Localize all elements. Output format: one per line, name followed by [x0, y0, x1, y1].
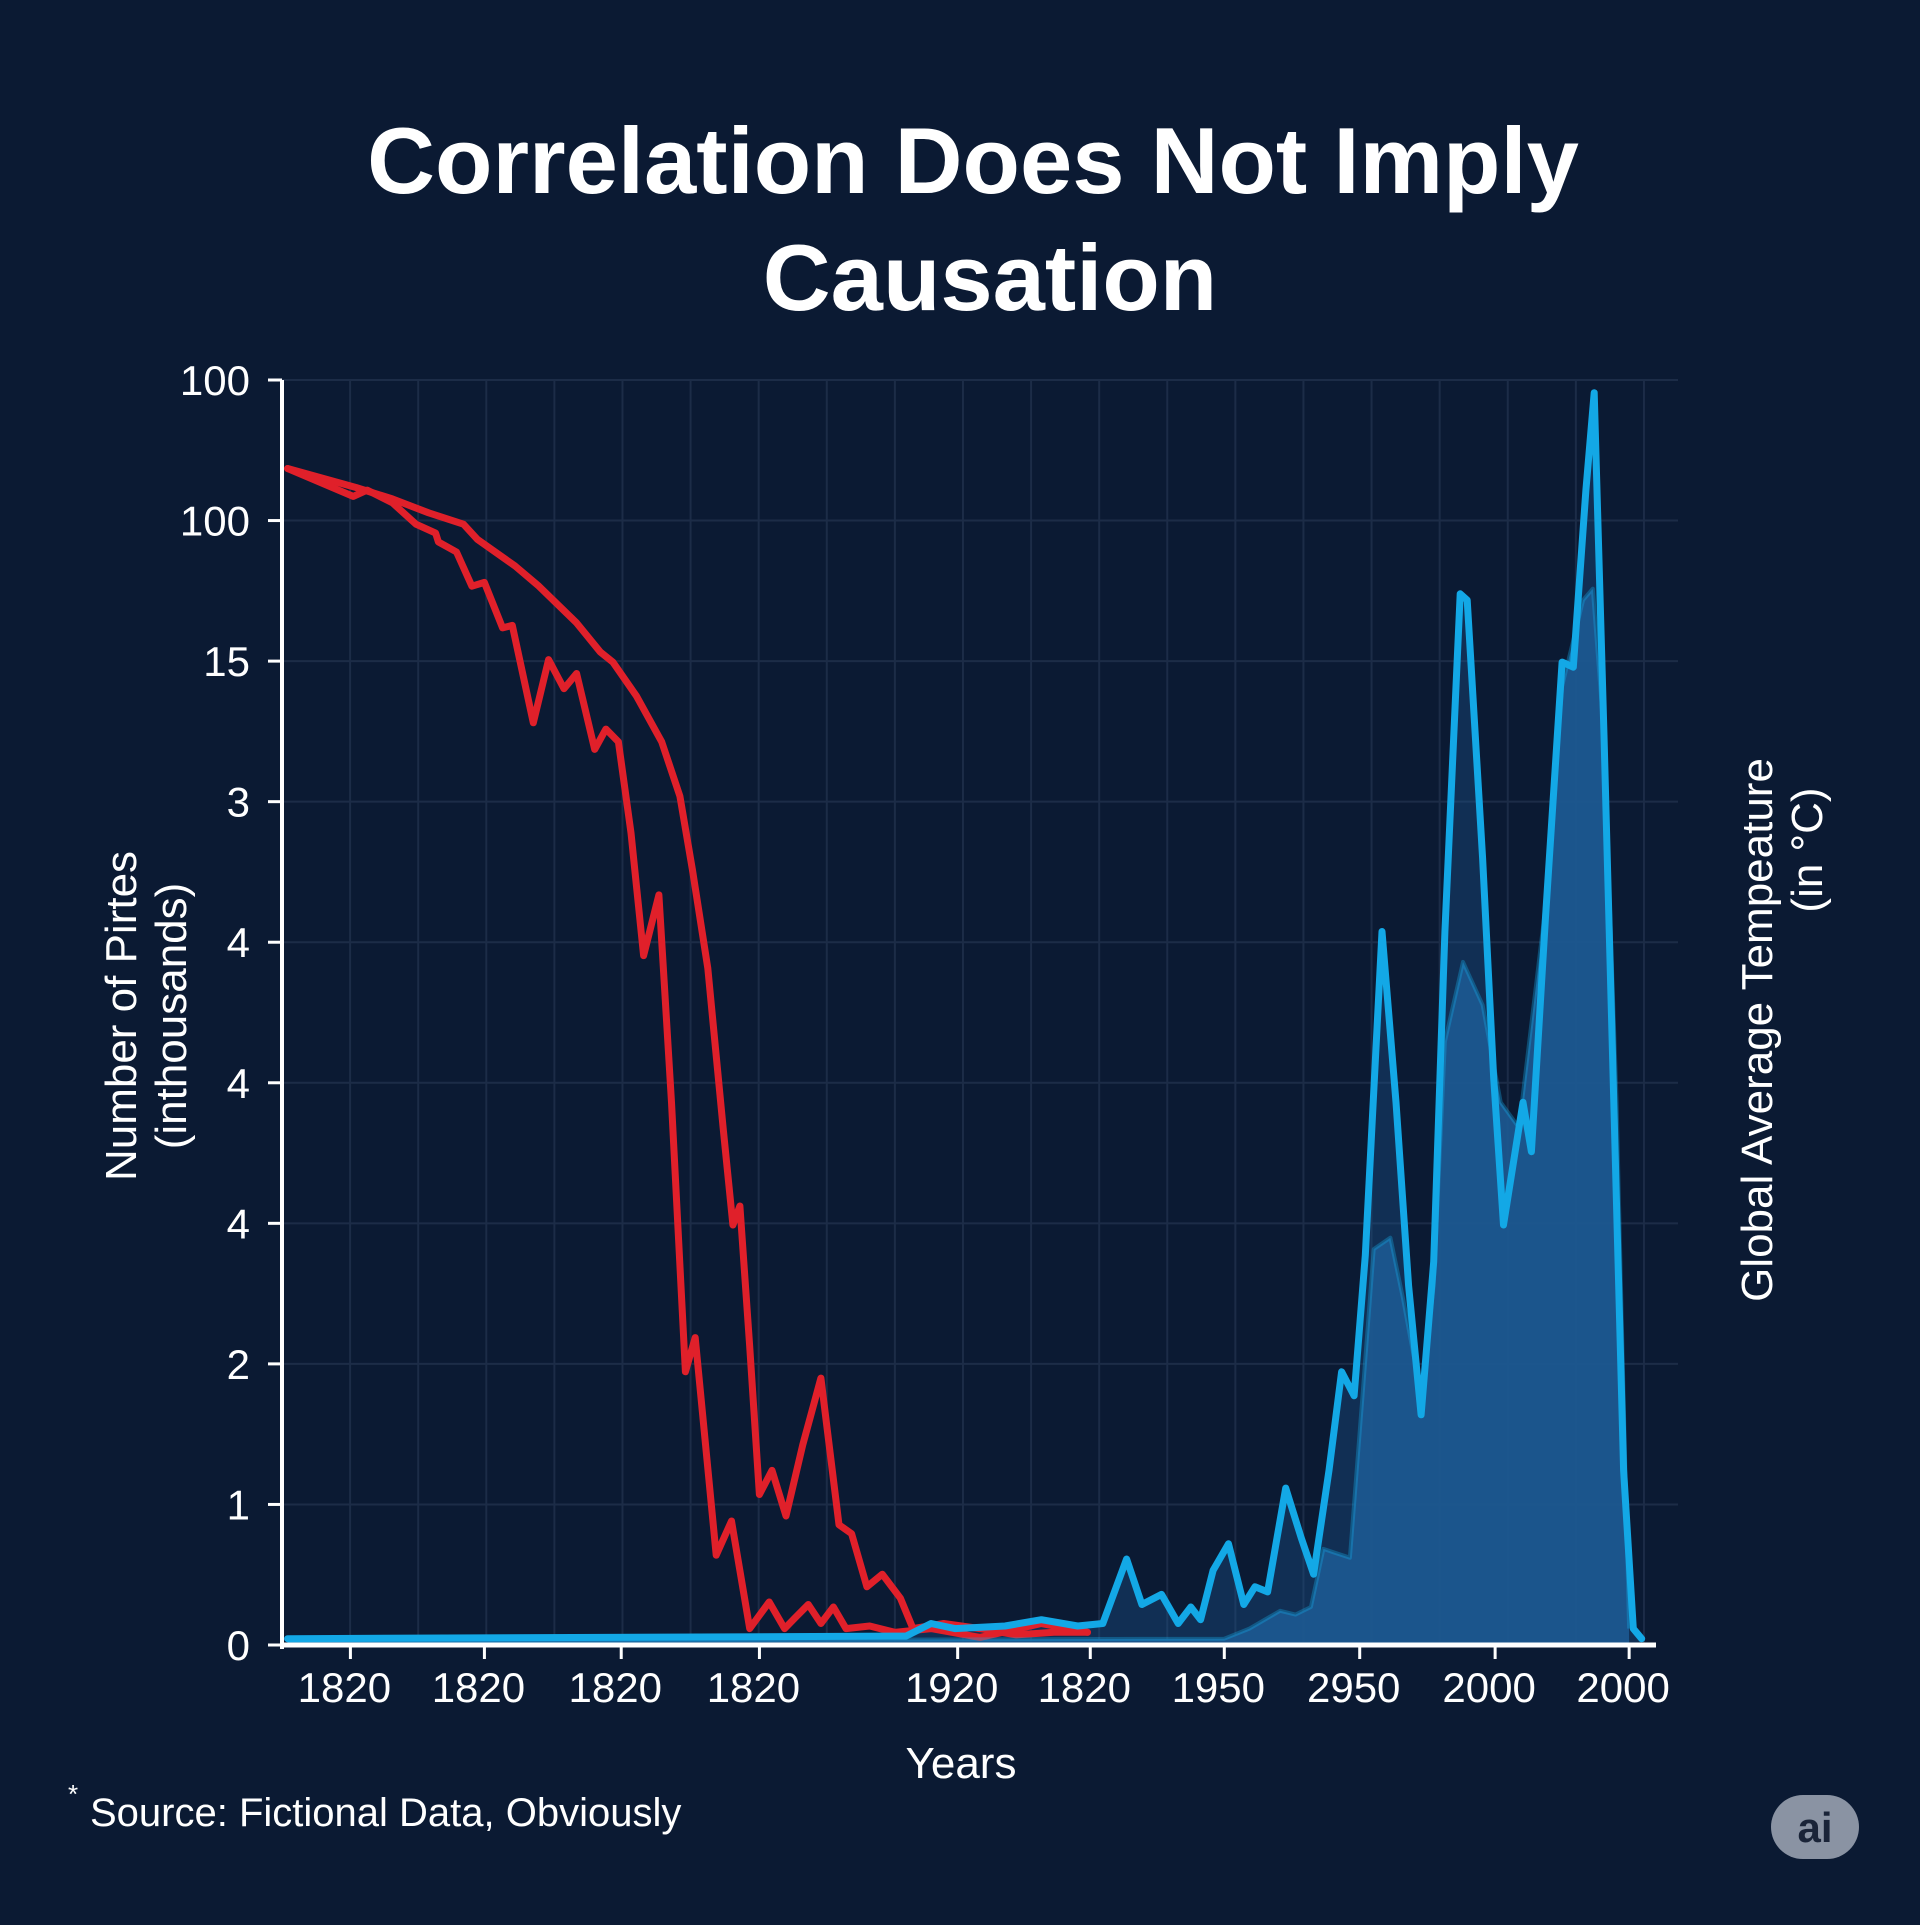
- y-tick-label: 3: [227, 779, 250, 826]
- x-tick-label: 1920: [905, 1664, 998, 1711]
- x-tick-label: 2950: [1307, 1664, 1400, 1711]
- y-tick-label: 100: [180, 498, 250, 545]
- chart-title-line-2: Causation: [763, 225, 1217, 330]
- x-tick-label: 1820: [707, 1664, 800, 1711]
- svg-text:ai: ai: [1797, 1804, 1832, 1851]
- series-lines: [284, 389, 1646, 1644]
- pirates-line-1: [284, 465, 1091, 1641]
- x-tick-label: 2000: [1576, 1664, 1669, 1711]
- y-tick-label: 2: [227, 1341, 250, 1388]
- y-tick-label: 4: [227, 1060, 250, 1107]
- ai-badge: ai: [1771, 1795, 1859, 1859]
- x-tick-label: 1820: [432, 1664, 525, 1711]
- x-tick-label: 1820: [298, 1664, 391, 1711]
- source-note: Source: Fictional Data, Obviously: [90, 1791, 681, 1835]
- source-asterisk: *: [68, 1779, 78, 1809]
- y-tick-label: 0: [227, 1622, 250, 1669]
- x-axis-label: Years: [906, 1739, 1017, 1788]
- y2-axis-label-line-1: Global Average Tempeature: [1733, 758, 1782, 1302]
- y-tick-label: 4: [227, 919, 250, 966]
- x-tick-label: 2000: [1442, 1664, 1535, 1711]
- x-ticks: 1820 1820 1820 1820 1920 1820 1950 2950 2000 2000: [298, 1645, 1670, 1711]
- y-tick-label: 100: [180, 357, 250, 404]
- y-tick-label: 4: [227, 1200, 250, 1247]
- chart-title-line-1: Correlation Does Not Imply: [367, 108, 1579, 213]
- y-tick-label: 1: [227, 1481, 250, 1528]
- y2-axis-label-line-2: (in °C): [1783, 787, 1832, 912]
- y-axis-label-line-1: Number of Pirtes: [97, 851, 146, 1181]
- x-tick-label: 1820: [569, 1664, 662, 1711]
- axes: [280, 380, 1656, 1649]
- temperature-area: [287, 392, 1642, 1646]
- y-tick-label: 15: [203, 638, 250, 685]
- x-tick-label: 1820: [1038, 1664, 1131, 1711]
- y-ticks: 0 1 2 4 4 4 3 15 100 100: [180, 357, 282, 1669]
- temperature-line-3: [284, 389, 1646, 1643]
- temperature-line-fill: [287, 392, 1642, 1646]
- y-axis-label-line-2: (inthousands): [147, 883, 196, 1150]
- temperature-area-fill: [287, 588, 1630, 1646]
- pirates-line-0: [284, 465, 1091, 1639]
- x-tick-label: 1950: [1172, 1664, 1265, 1711]
